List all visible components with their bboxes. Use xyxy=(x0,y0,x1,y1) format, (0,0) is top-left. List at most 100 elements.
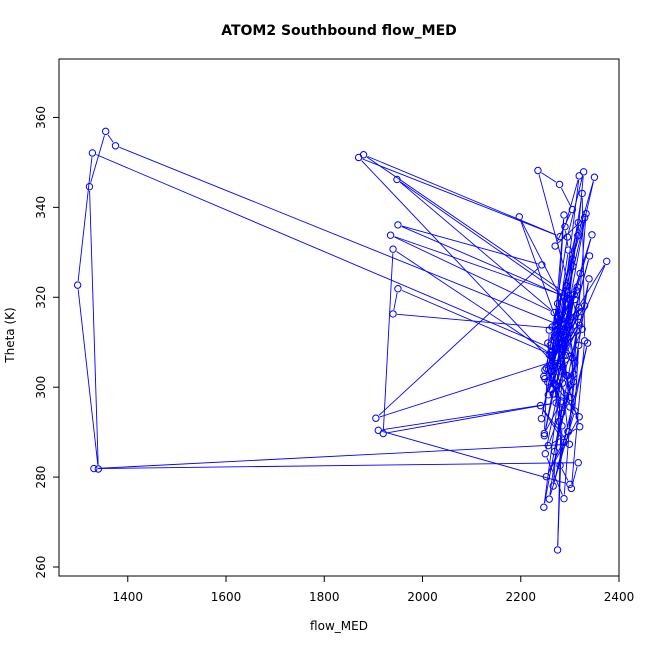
series-segment xyxy=(397,313,567,330)
series-segment xyxy=(553,263,573,482)
data-point xyxy=(582,209,590,218)
series-segment xyxy=(361,160,559,369)
x-tick-label: 1800 xyxy=(309,590,340,604)
data-point xyxy=(548,367,556,376)
data-point xyxy=(544,391,552,399)
data-point xyxy=(551,242,559,250)
series-segment xyxy=(565,179,579,223)
data-point xyxy=(560,211,568,219)
series-segment xyxy=(96,154,567,355)
series-segment xyxy=(556,213,571,243)
data-point xyxy=(560,494,568,503)
plot-frame xyxy=(58,58,620,577)
x-axis-label: flow_MED xyxy=(310,619,368,633)
series-segment xyxy=(557,388,578,414)
data-point xyxy=(565,317,573,325)
data-point xyxy=(393,175,401,184)
data-point xyxy=(567,484,576,493)
series-segment xyxy=(556,254,569,326)
data-point xyxy=(540,432,549,440)
data-point xyxy=(544,378,552,386)
data-point xyxy=(566,403,574,411)
x-axis: 1400 1600 1800 2000 2200 2400 xyxy=(112,575,634,604)
series-segment xyxy=(567,175,584,234)
data-point xyxy=(538,261,546,269)
series-segment xyxy=(520,220,558,322)
data-point xyxy=(374,426,382,435)
data-point xyxy=(558,422,566,430)
data-point xyxy=(571,407,579,415)
data-point xyxy=(90,464,98,473)
series-segment xyxy=(382,253,394,430)
series-segment xyxy=(541,172,557,183)
data-point xyxy=(552,344,561,352)
series-segment xyxy=(570,335,577,381)
data-point xyxy=(550,447,559,456)
x-tick-label: 2000 xyxy=(407,590,438,604)
data-point xyxy=(553,299,562,308)
data-point xyxy=(563,372,572,380)
series-segment xyxy=(557,430,563,546)
data-point xyxy=(564,427,572,436)
series-segment xyxy=(544,388,555,432)
data-point xyxy=(577,307,585,316)
series-segment xyxy=(89,190,99,465)
data-point xyxy=(570,290,578,299)
series-segment xyxy=(401,226,562,296)
data-point xyxy=(557,397,566,405)
data-point xyxy=(547,348,555,357)
data-point xyxy=(544,441,552,450)
data-point xyxy=(574,459,582,467)
series-segment xyxy=(387,403,553,434)
data-point xyxy=(578,189,586,198)
data-point xyxy=(542,364,550,373)
data-point xyxy=(553,314,561,323)
data-point xyxy=(585,275,593,283)
data-point xyxy=(546,341,554,350)
data-point xyxy=(565,440,574,448)
data-point xyxy=(558,338,566,346)
data-point xyxy=(576,321,584,329)
data-point xyxy=(534,166,542,175)
data-point xyxy=(561,222,569,231)
data-point xyxy=(566,352,574,360)
data-point xyxy=(558,379,567,387)
data-point xyxy=(561,293,569,301)
data-point xyxy=(576,423,584,431)
data-point xyxy=(562,281,571,290)
data-point xyxy=(574,218,582,227)
data-point xyxy=(590,173,599,181)
x-tick-label: 1600 xyxy=(211,590,242,604)
y-tick-label: 260 xyxy=(34,556,48,579)
series-segment xyxy=(90,135,105,183)
data-point xyxy=(537,414,546,423)
data-point xyxy=(557,409,566,417)
data-point xyxy=(359,151,368,159)
series-segment xyxy=(565,230,569,246)
series-segment xyxy=(367,155,557,236)
series-segment xyxy=(568,238,592,308)
series-segment xyxy=(77,289,99,465)
data-point xyxy=(541,366,549,374)
series-segment xyxy=(544,335,577,504)
series-segment xyxy=(362,158,557,236)
data-point xyxy=(569,262,577,270)
data-point xyxy=(563,233,572,241)
data-point xyxy=(576,269,584,278)
data-point xyxy=(572,286,580,295)
data-point xyxy=(394,285,402,293)
data-point xyxy=(515,213,523,221)
data-point xyxy=(568,255,577,263)
series-segment xyxy=(378,267,540,416)
series-segment xyxy=(119,146,568,329)
series-segment xyxy=(393,292,398,310)
series-segment xyxy=(554,387,559,418)
data-point xyxy=(552,382,560,390)
data-point xyxy=(386,231,395,239)
y-tick-label: 280 xyxy=(34,466,48,489)
y-axis-label: Theta (K) xyxy=(3,307,17,363)
data-point xyxy=(541,450,550,458)
data-point xyxy=(564,307,572,315)
data-point xyxy=(540,372,548,381)
data-point xyxy=(111,142,120,150)
